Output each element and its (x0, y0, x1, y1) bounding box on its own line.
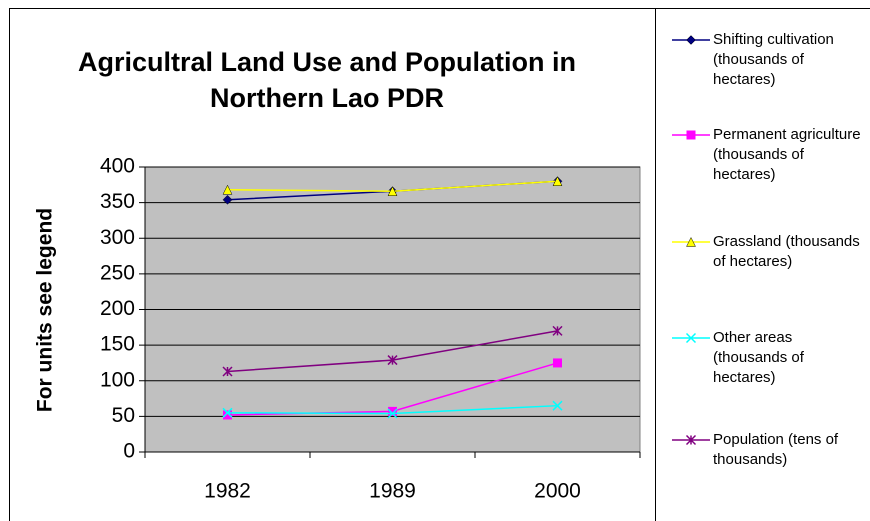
x-tick-label: 2000 (534, 480, 581, 503)
marker (222, 194, 233, 205)
marker (223, 410, 232, 420)
chart-title: Agricultral Land Use and Population in N… (77, 47, 577, 113)
marker (552, 400, 563, 411)
y-tick-label: 200 (100, 297, 135, 320)
legend-marker (685, 332, 697, 344)
marker (387, 408, 398, 419)
y-tick-label: 150 (100, 333, 135, 356)
y-tick-label: 0 (123, 440, 135, 463)
x-tick-label: 1982 (204, 480, 251, 503)
legend-label: Grassland (thousands of hectares) (713, 233, 860, 270)
legend-label: Permanent agriculture (thousands of hect… (713, 126, 861, 183)
marker (387, 186, 398, 196)
legend-label: Other areas (thousands of hectares) (713, 329, 804, 386)
legend-marker (686, 236, 696, 247)
legend-label: Shifting cultivation (thousands of hecta… (713, 31, 834, 88)
legend-marker (685, 434, 697, 446)
y-tick-label: 100 (100, 368, 135, 391)
legend-marker (686, 130, 696, 140)
marker (552, 176, 563, 186)
y-axis-label: For units see legend (34, 208, 57, 412)
x-tick-label: 1989 (369, 480, 416, 503)
legend-marker (686, 35, 696, 45)
marker (387, 355, 398, 366)
marker (552, 325, 563, 336)
y-tick-label: 400 (100, 155, 135, 178)
legend-label: Population (tens of thousands) (713, 431, 839, 468)
marker (222, 407, 233, 418)
marker (553, 358, 562, 368)
marker (222, 366, 233, 377)
y-tick-label: 300 (100, 226, 135, 249)
y-tick-label: 350 (100, 190, 135, 213)
marker (222, 184, 233, 195)
y-tick-label: 250 (100, 261, 135, 284)
chart-frame (9, 8, 870, 521)
marker (388, 406, 397, 416)
y-tick-label: 50 (112, 404, 135, 427)
